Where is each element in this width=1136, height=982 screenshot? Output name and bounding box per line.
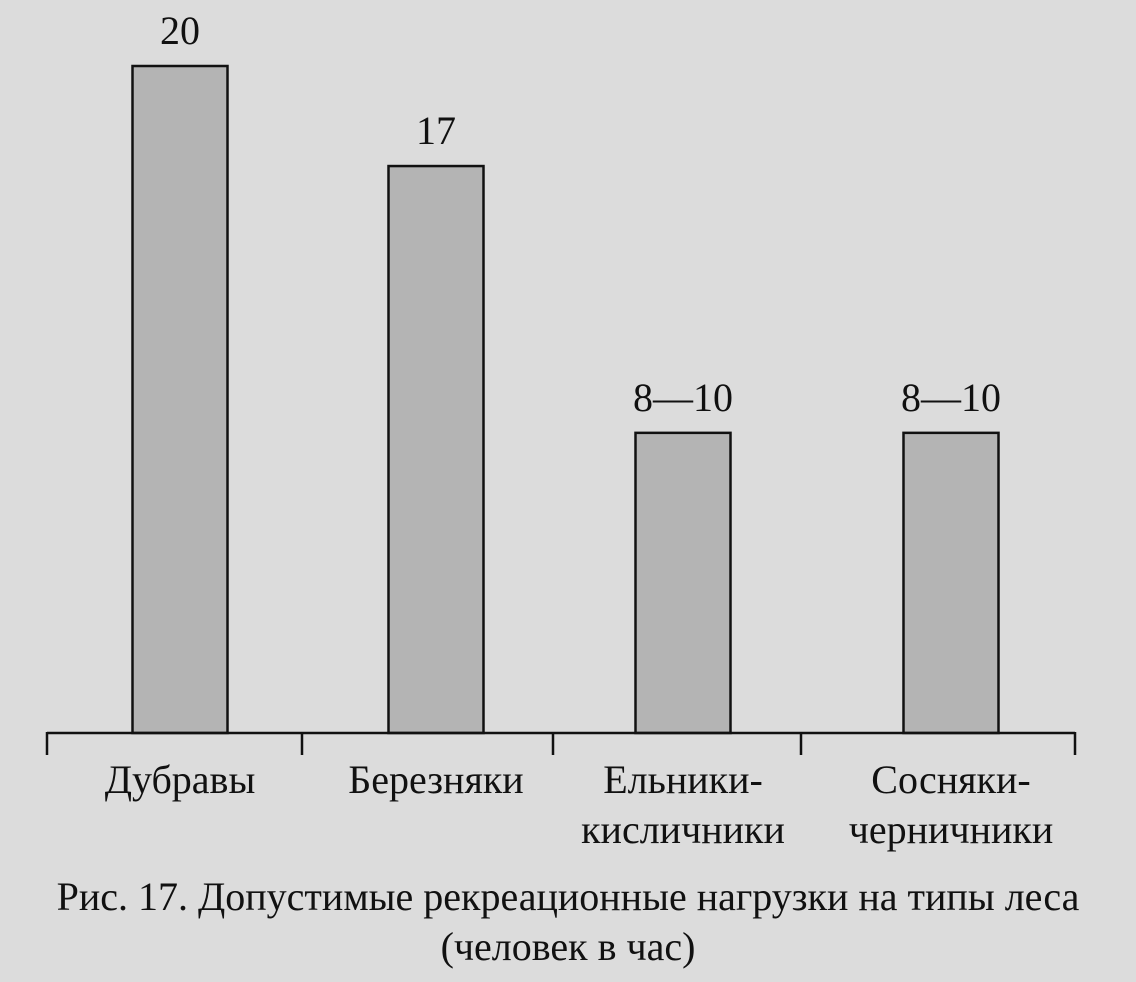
figure-caption: Рис. 17. Допустимые рекреационные нагруз… — [0, 872, 1136, 972]
bar-2 — [387, 164, 485, 735]
bar-4 — [902, 431, 1000, 735]
value-label-3: 8—10 — [633, 375, 733, 420]
category-label-2-line-1: Березняки — [348, 757, 523, 802]
caption-line-1: Рис. 17. Допустимые рекреационные нагруз… — [56, 874, 1080, 919]
value-label-4: 8—10 — [901, 375, 1001, 420]
value-label-1: 20 — [160, 8, 200, 53]
category-label-4-line-1: Сосняки- — [871, 757, 1030, 802]
category-label-3-line-1: Ельники- — [603, 757, 763, 802]
value-label-2: 17 — [416, 108, 456, 153]
category-label-1-line-1: Дубравы — [105, 757, 256, 802]
category-label-3-line-2: кисличники — [581, 807, 785, 852]
bar-3 — [634, 431, 732, 735]
bar-chart: 20 17 8—10 8—10 Дубравы Березняки Ельники-кисл… — [45, 8, 1077, 852]
category-label-4-line-2: черничники — [849, 807, 1053, 852]
bar-1 — [131, 64, 229, 735]
caption-line-2: (человек в час) — [440, 924, 696, 969]
